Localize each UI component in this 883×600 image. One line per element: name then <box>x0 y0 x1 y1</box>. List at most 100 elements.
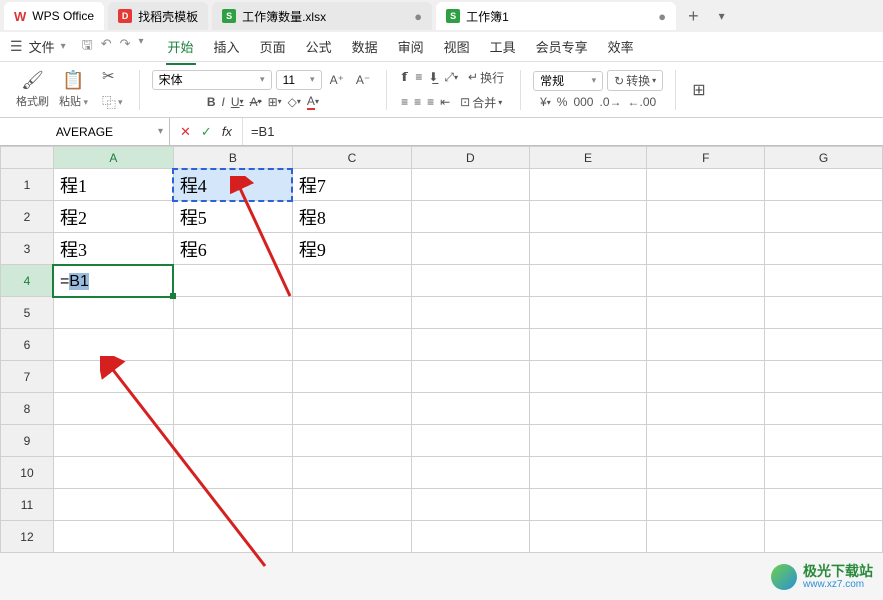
cut-button[interactable]: ✂ <box>98 65 127 87</box>
row-header-5[interactable]: 5 <box>1 297 54 329</box>
cell-G4[interactable] <box>765 265 883 297</box>
cell-G12[interactable] <box>765 521 883 553</box>
hamburger-icon[interactable]: ☰ <box>10 38 23 55</box>
row-header-12[interactable]: 12 <box>1 521 54 553</box>
cell-E3[interactable] <box>529 233 647 265</box>
row-header-1[interactable]: 1 <box>1 169 54 201</box>
underline-button[interactable]: U ▾ <box>231 95 244 109</box>
cell-G7[interactable] <box>765 361 883 393</box>
cell-G1[interactable] <box>765 169 883 201</box>
cell-E8[interactable] <box>529 393 647 425</box>
cell-E4[interactable] <box>529 265 647 297</box>
cell-B8[interactable] <box>173 393 292 425</box>
name-box[interactable]: AVERAGE ▾ <box>0 118 170 145</box>
cell-G11[interactable] <box>765 489 883 521</box>
cell-D2[interactable] <box>411 201 529 233</box>
merge-button[interactable]: ⊡ 合并 ▾ <box>456 92 506 113</box>
col-header-F[interactable]: F <box>647 147 765 169</box>
cell-F3[interactable] <box>647 233 765 265</box>
menu-tab-2[interactable]: 页面 <box>250 33 296 60</box>
menu-tab-4[interactable]: 数据 <box>342 33 388 60</box>
cell-G5[interactable] <box>765 297 883 329</box>
cell-C7[interactable] <box>292 361 411 393</box>
row-header-2[interactable]: 2 <box>1 201 54 233</box>
cell-C2[interactable]: 程8 <box>292 201 411 233</box>
cell-B1[interactable]: 程4 <box>173 169 292 201</box>
decrease-font-button[interactable]: A⁻ <box>352 71 374 89</box>
fill-color-button[interactable]: ◇ ▾ <box>288 95 301 109</box>
cell-A7[interactable] <box>53 361 173 393</box>
cell-C4[interactable] <box>292 265 411 297</box>
row-header-3[interactable]: 3 <box>1 233 54 265</box>
tab-menu-chevron[interactable]: ▾ <box>711 9 733 23</box>
row-header-6[interactable]: 6 <box>1 329 54 361</box>
name-box-chevron[interactable]: ▾ <box>158 126 163 137</box>
font-size-select[interactable]: 11 ▾ <box>276 70 322 90</box>
menu-tab-9[interactable]: 效率 <box>598 33 644 60</box>
cell-C8[interactable] <box>292 393 411 425</box>
add-tab-button[interactable]: + <box>680 6 707 27</box>
cell-F11[interactable] <box>647 489 765 521</box>
cell-D1[interactable] <box>411 169 529 201</box>
cell-D7[interactable] <box>411 361 529 393</box>
app-tab-file2[interactable]: S 工作簿1 ● <box>436 2 676 30</box>
cell-D6[interactable] <box>411 329 529 361</box>
cell-E6[interactable] <box>529 329 647 361</box>
cell-A6[interactable] <box>53 329 173 361</box>
qat-save-icon[interactable]: 🖫 <box>82 36 93 58</box>
cell-A2[interactable]: 程2 <box>53 201 173 233</box>
qat-undo-icon[interactable]: ↶ <box>101 36 112 58</box>
cell-A4[interactable]: =B1 <box>53 265 173 297</box>
copy-button[interactable]: ⿻▾ <box>98 91 127 115</box>
cell-D4[interactable] <box>411 265 529 297</box>
cell-B9[interactable] <box>173 425 292 457</box>
cell-A5[interactable] <box>53 297 173 329</box>
menu-tab-0[interactable]: 开始 <box>158 33 204 60</box>
decrease-decimal-button[interactable]: .0→ <box>599 95 621 109</box>
formula-cancel-button[interactable]: ✕ <box>180 124 191 140</box>
app-tab-template[interactable]: D 找稻壳模板 <box>108 2 208 30</box>
bold-button[interactable]: B <box>207 95 216 109</box>
align-left-button[interactable]: ≡ <box>401 95 408 109</box>
format-painter-button[interactable]: 🖌 格式刷 <box>12 68 53 111</box>
col-header-B[interactable]: B <box>173 147 292 169</box>
cell-E5[interactable] <box>529 297 647 329</box>
cell-F7[interactable] <box>647 361 765 393</box>
font-name-select[interactable]: 宋体 ▾ <box>152 70 272 90</box>
cell-F9[interactable] <box>647 425 765 457</box>
menu-tab-8[interactable]: 会员专享 <box>526 33 598 60</box>
cell-B11[interactable] <box>173 489 292 521</box>
cell-E11[interactable] <box>529 489 647 521</box>
menu-tab-6[interactable]: 视图 <box>434 33 480 60</box>
app-tab-main[interactable]: W WPS Office <box>4 2 104 30</box>
ribbon-more-icon[interactable]: ⊞ <box>688 78 709 102</box>
row-header-10[interactable]: 10 <box>1 457 54 489</box>
row-header-8[interactable]: 8 <box>1 393 54 425</box>
formula-accept-button[interactable]: ✓ <box>201 124 212 140</box>
cell-D5[interactable] <box>411 297 529 329</box>
menu-tab-7[interactable]: 工具 <box>480 33 526 60</box>
cell-G6[interactable] <box>765 329 883 361</box>
font-color-button[interactable]: A ▾ <box>307 94 319 110</box>
cell-B6[interactable] <box>173 329 292 361</box>
cell-E12[interactable] <box>529 521 647 553</box>
cell-E9[interactable] <box>529 425 647 457</box>
cell-B4[interactable] <box>173 265 292 297</box>
cell-G8[interactable] <box>765 393 883 425</box>
file-menu[interactable]: 文件 <box>29 37 55 56</box>
spreadsheet-grid[interactable]: ABCDEFG1程1程4程72程2程5程83程3程6程94=B156789101… <box>0 146 883 553</box>
comma-button[interactable]: 000 <box>573 95 593 109</box>
cell-F6[interactable] <box>647 329 765 361</box>
percent-button[interactable]: % <box>557 95 568 109</box>
cell-E10[interactable] <box>529 457 647 489</box>
align-center-button[interactable]: ≡ <box>414 95 421 109</box>
border-button[interactable]: ⊞ ▾ <box>268 95 282 109</box>
increase-decimal-button[interactable]: ←.00 <box>628 95 657 109</box>
col-header-D[interactable]: D <box>411 147 529 169</box>
row-header-7[interactable]: 7 <box>1 361 54 393</box>
col-header-G[interactable]: G <box>765 147 883 169</box>
cell-B10[interactable] <box>173 457 292 489</box>
cell-F10[interactable] <box>647 457 765 489</box>
wrap-text-button[interactable]: ↵ 换行 <box>464 67 508 88</box>
cell-B2[interactable]: 程5 <box>173 201 292 233</box>
